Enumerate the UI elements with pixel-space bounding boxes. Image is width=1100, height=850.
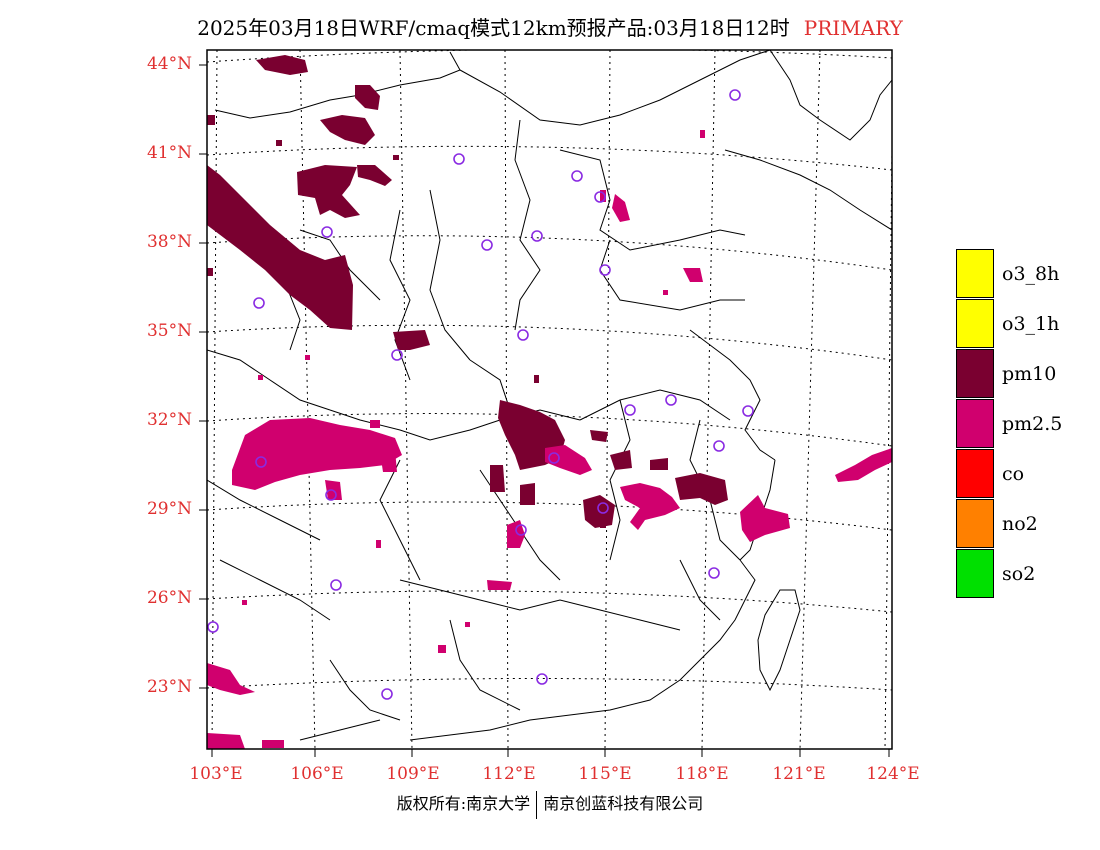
lat-label-26: 26°N (146, 588, 192, 608)
lon-label-109: 109°E (386, 764, 440, 784)
lon-label-118: 118°E (675, 764, 729, 784)
legend-item-pm25: pm2.5 (956, 399, 1096, 449)
legend-item-o3-1h: o3_1h (956, 299, 1096, 349)
legend-label-no2: no2 (1002, 513, 1038, 535)
lat-label-41: 41°N (146, 143, 192, 163)
legend-label-o3-1h: o3_1h (1002, 313, 1060, 335)
legend-swatch-so2 (956, 549, 994, 598)
lon-label-115: 115°E (578, 764, 632, 784)
legend-item-no2: no2 (956, 499, 1096, 549)
boundaries (207, 50, 892, 741)
legend-label-so2: so2 (1002, 563, 1036, 585)
lat-label-29: 29°N (146, 499, 192, 519)
legend-swatch-pm25 (956, 399, 994, 448)
legend-label-co: co (1002, 463, 1025, 485)
legend-swatch-co (956, 449, 994, 498)
lon-label-124: 124°E (866, 764, 920, 784)
lat-label-23: 23°N (146, 677, 192, 697)
copyright-footer: 版权所有:南京大学 南京创蓝科技有限公司 (0, 790, 1100, 819)
legend-item-co: co (956, 449, 1096, 499)
lat-label-44: 44°N (146, 54, 192, 74)
copyright-divider (536, 790, 538, 819)
legend-swatch-o3-8h (956, 249, 994, 298)
lon-label-121: 121°E (772, 764, 826, 784)
legend-item-so2: so2 (956, 549, 1096, 599)
lat-label-35: 35°N (146, 321, 192, 341)
legend-item-o3-8h: o3_8h (956, 249, 1096, 299)
copyright-right: 南京创蓝科技有限公司 (543, 794, 704, 813)
legend-label-o3-8h: o3_8h (1002, 263, 1060, 285)
legend-swatch-o3-1h (956, 299, 994, 348)
legend-swatch-pm10 (956, 349, 994, 398)
lat-label-32: 32°N (146, 410, 192, 430)
title-main: 2025年03月18日WRF/cmaq模式12km预报产品:03月18日12时 (197, 16, 790, 40)
axis-ticks (199, 64, 890, 757)
map-frame (206, 49, 893, 750)
copyright-left: 版权所有:南京大学 (396, 794, 531, 813)
legend-swatch-no2 (956, 499, 994, 548)
title-primary-tag: PRIMARY (803, 16, 903, 40)
lat-label-38: 38°N (146, 232, 192, 252)
lon-label-112: 112°E (482, 764, 536, 784)
legend-item-pm10: pm10 (956, 349, 1096, 399)
graticule (207, 50, 892, 749)
legend-label-pm10: pm10 (1002, 363, 1057, 385)
pollutant-legend: o3_8h o3_1h pm10 pm2.5 co no2 so2 (956, 249, 1096, 599)
lon-label-103: 103°E (189, 764, 243, 784)
lon-label-106: 106°E (290, 764, 344, 784)
pm25-areas (207, 130, 892, 749)
station-markers (207, 89, 754, 700)
page-title: 2025年03月18日WRF/cmaq模式12km预报产品:03月18日12时 P… (0, 12, 1100, 41)
legend-label-pm25: pm2.5 (1002, 413, 1063, 435)
